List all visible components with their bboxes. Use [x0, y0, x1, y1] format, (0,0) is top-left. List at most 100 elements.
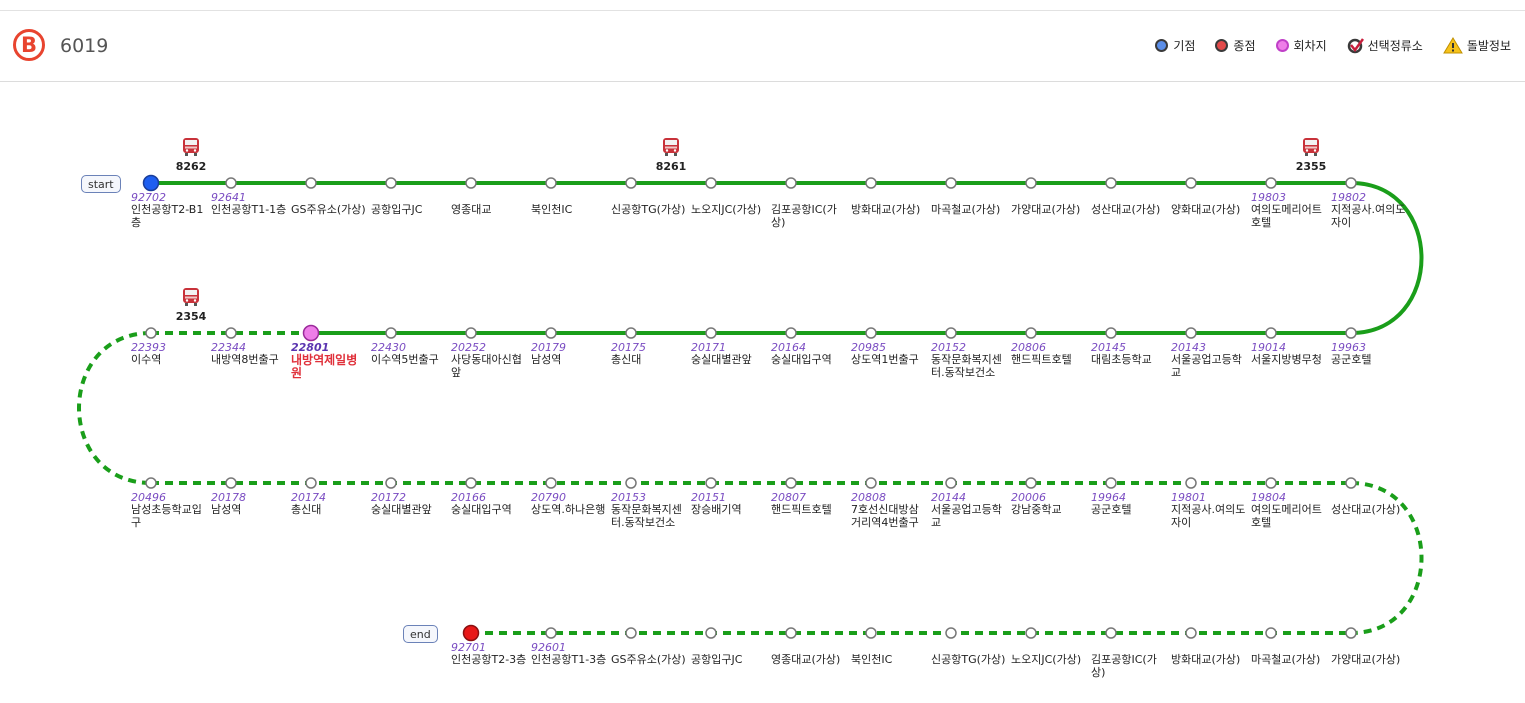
station-node[interactable]: [705, 327, 717, 339]
station-node[interactable]: [625, 327, 637, 339]
station-label[interactable]: 92701 인천공항T2-3층: [451, 641, 527, 667]
station-label[interactable]: 20174 총신대: [291, 491, 367, 517]
station-label[interactable]: 22393 이수역: [131, 341, 207, 367]
station-node[interactable]: [785, 327, 797, 339]
station-node[interactable]: [1105, 177, 1117, 189]
station-label[interactable]: 성산대교(가상): [1331, 492, 1407, 517]
station-node[interactable]: [1185, 477, 1197, 489]
station-node[interactable]: [225, 327, 237, 339]
station-node[interactable]: [785, 627, 797, 639]
bus-marker[interactable]: 8261: [651, 137, 691, 173]
station-label[interactable]: 20179 남성역: [531, 341, 607, 367]
station-node[interactable]: [945, 177, 957, 189]
station-label[interactable]: 성산대교(가상): [1091, 192, 1167, 217]
start-node[interactable]: [142, 174, 160, 192]
station-node[interactable]: [705, 177, 717, 189]
station-node[interactable]: [465, 477, 477, 489]
station-label[interactable]: 19802 지적공사.여의도자이: [1331, 191, 1407, 229]
station-node[interactable]: [945, 627, 957, 639]
station-label[interactable]: 20252 사당동대아신협앞: [451, 341, 527, 379]
station-node[interactable]: [625, 477, 637, 489]
station-node[interactable]: [705, 627, 717, 639]
station-label[interactable]: 19801 지적공사.여의도자이: [1171, 491, 1247, 529]
station-label[interactable]: 영종대교: [451, 192, 527, 217]
station-node[interactable]: [1025, 177, 1037, 189]
station-label[interactable]: 노오지JC(가상): [691, 192, 767, 217]
station-node[interactable]: [1265, 477, 1277, 489]
station-node[interactable]: [385, 477, 397, 489]
station-label[interactable]: 20152 동작문화복지센터.동작보건소: [931, 341, 1007, 379]
station-label[interactable]: 방화대교(가상): [1171, 642, 1247, 667]
station-label[interactable]: 노오지JC(가상): [1011, 642, 1087, 667]
station-node[interactable]: [1105, 627, 1117, 639]
station-label[interactable]: 20807 핸드픽트호텔: [771, 491, 847, 517]
station-label[interactable]: 20985 상도역1번출구: [851, 341, 927, 367]
station-label[interactable]: 20143 서울공업고등학교: [1171, 341, 1247, 379]
station-label[interactable]: 방화대교(가상): [851, 192, 927, 217]
station-node[interactable]: [1185, 327, 1197, 339]
station-label[interactable]: 20166 숭실대입구역: [451, 491, 527, 517]
station-label[interactable]: 북인천IC: [851, 642, 927, 667]
station-node[interactable]: [145, 327, 157, 339]
station-label[interactable]: 92641 인천공항T1-1층: [211, 191, 287, 217]
station-label[interactable]: 공항입구JC: [371, 192, 447, 217]
station-label[interactable]: 20164 숭실대입구역: [771, 341, 847, 367]
station-label[interactable]: GS주유소(가상): [291, 192, 367, 217]
station-label[interactable]: 22344 내방역8번출구: [211, 341, 287, 367]
station-node[interactable]: [785, 477, 797, 489]
station-node[interactable]: [545, 327, 557, 339]
station-label[interactable]: 20496 남성초등학교입구: [131, 491, 207, 529]
station-label[interactable]: 20172 숭실대별관앞: [371, 491, 447, 517]
station-label[interactable]: GS주유소(가상): [611, 642, 687, 667]
station-label[interactable]: 19014 서울지방병무청: [1251, 341, 1327, 367]
station-node[interactable]: [545, 627, 557, 639]
station-label[interactable]: 20790 상도역.하나은행: [531, 491, 607, 517]
station-label[interactable]: 20178 남성역: [211, 491, 287, 517]
station-node[interactable]: [305, 177, 317, 189]
station-label[interactable]: 김포공항IC(가상): [1091, 642, 1167, 679]
station-node[interactable]: [1345, 327, 1357, 339]
station-node[interactable]: [1105, 477, 1117, 489]
station-node[interactable]: [1185, 177, 1197, 189]
station-label[interactable]: 공항입구JC: [691, 642, 767, 667]
station-node[interactable]: [385, 177, 397, 189]
station-label[interactable]: 19964 공군호텔: [1091, 491, 1167, 517]
station-label[interactable]: 19963 공군호텔: [1331, 341, 1407, 367]
end-node[interactable]: [462, 624, 480, 642]
station-node[interactable]: [865, 627, 877, 639]
station-label[interactable]: 92702 인천공항T2-B1층: [131, 191, 207, 229]
station-label[interactable]: 20806 핸드픽트호텔: [1011, 341, 1087, 367]
station-label[interactable]: 가양대교(가상): [1331, 642, 1407, 667]
station-label[interactable]: 20171 숭실대별관앞: [691, 341, 767, 367]
station-node[interactable]: [1265, 627, 1277, 639]
station-label[interactable]: 양화대교(가상): [1171, 192, 1247, 217]
station-label[interactable]: 19803 여의도메리어트호텔: [1251, 191, 1327, 229]
bus-marker[interactable]: 8262: [171, 137, 211, 173]
station-node[interactable]: [625, 177, 637, 189]
station-node[interactable]: [225, 477, 237, 489]
station-node[interactable]: [865, 327, 877, 339]
station-node[interactable]: [1345, 177, 1357, 189]
station-node[interactable]: [1345, 627, 1357, 639]
station-label[interactable]: 19804 여의도메리어트호텔: [1251, 491, 1327, 529]
station-node[interactable]: [145, 477, 157, 489]
station-label[interactable]: 22801 내방역제일병원: [291, 341, 367, 379]
station-node[interactable]: [1025, 327, 1037, 339]
station-label[interactable]: 가양대교(가상): [1011, 192, 1087, 217]
station-node[interactable]: [545, 477, 557, 489]
station-label[interactable]: 92601 인천공항T1-3층: [531, 641, 607, 667]
station-node[interactable]: [545, 177, 557, 189]
station-label[interactable]: 20144 서울공업고등학교: [931, 491, 1007, 529]
station-node[interactable]: [385, 327, 397, 339]
station-label[interactable]: 22430 이수역5번출구: [371, 341, 447, 367]
station-label[interactable]: 20808 7호선신대방삼거리역4번출구: [851, 491, 927, 529]
station-node[interactable]: [705, 477, 717, 489]
station-node[interactable]: [865, 177, 877, 189]
station-node[interactable]: [1025, 627, 1037, 639]
station-label[interactable]: 마곡철교(가상): [931, 192, 1007, 217]
station-node[interactable]: [1265, 327, 1277, 339]
turnaround-node[interactable]: [302, 324, 320, 342]
bus-marker[interactable]: 2355: [1291, 137, 1331, 173]
station-node[interactable]: [785, 177, 797, 189]
station-node[interactable]: [1105, 327, 1117, 339]
